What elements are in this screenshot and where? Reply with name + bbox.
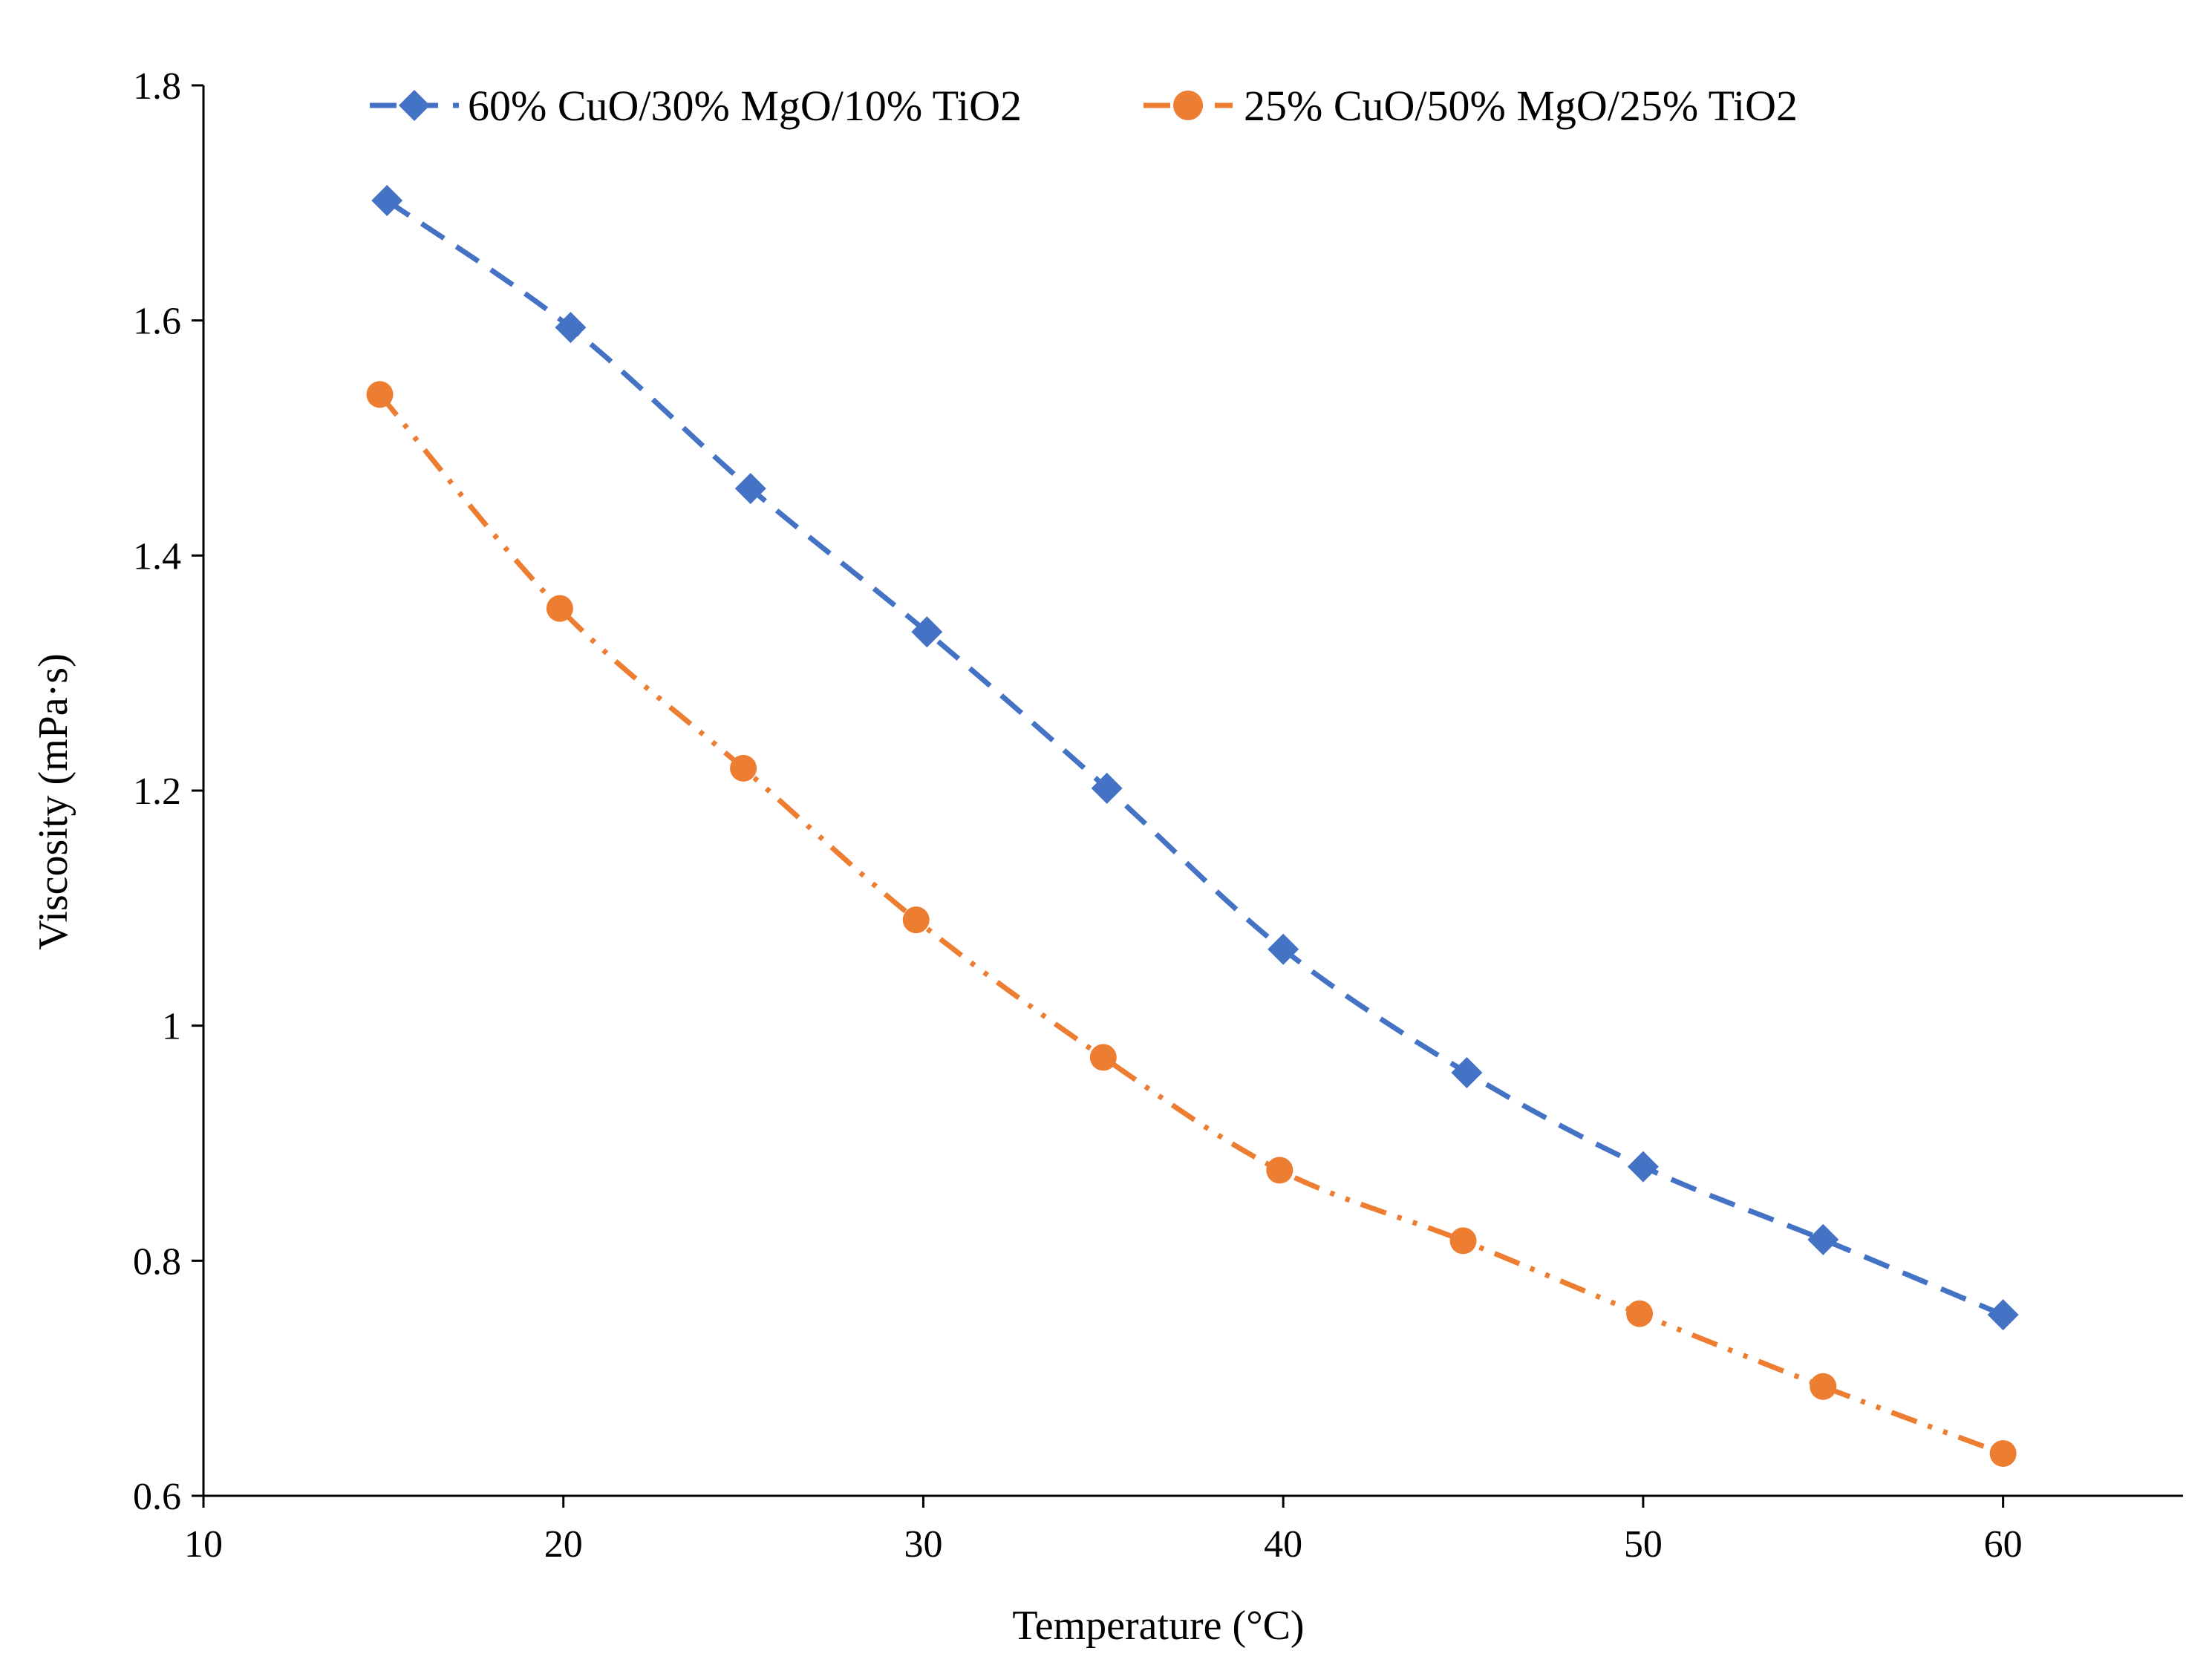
x-tick-label: 50 [1624,1523,1663,1566]
legend-item-2: 25% CuO/50% MgO/25% TiO2 [1143,82,1798,130]
series-2-point [1626,1300,1654,1327]
legend-swatch-marker [1173,91,1203,120]
series-1-point [1807,1223,1839,1255]
legend: 60% CuO/30% MgO/10% TiO2 25% CuO/50% MgO/… [370,82,1798,130]
series-2-point [546,595,573,622]
legend-label: 25% CuO/50% MgO/25% TiO2 [1244,82,1798,130]
series-2 [366,381,2017,1467]
series-1-point [1627,1151,1659,1183]
series-2-point [366,381,394,408]
series-1-point [911,616,943,648]
x-axis-title: Temperature (°C) [1012,1603,1304,1649]
series-1 [371,185,2019,1331]
plot-area [366,185,2019,1467]
series-1-point [1987,1299,2019,1331]
series-2-line [377,393,2004,1456]
series-1-point [555,312,587,344]
series-1-point [734,473,766,505]
y-tick-label: 0.6 [133,1476,181,1518]
y-tick-label: 1.8 [133,65,181,108]
y-tick-label: 1.2 [133,771,181,813]
series-2-point [730,754,757,782]
legend-label: 60% CuO/30% MgO/10% TiO2 [468,82,1022,130]
series-1-point [1451,1057,1483,1088]
x-tick-label: 60 [1984,1523,2023,1566]
series-1-point [1091,772,1123,804]
y-tick-label: 1 [162,1006,181,1048]
legend-swatch-marker [399,90,430,121]
series-2-point [1449,1227,1477,1255]
y-tick-label: 1.6 [133,301,181,343]
series-2-point [1810,1373,1837,1400]
series-1-point [1268,933,1299,965]
x-tick-label: 30 [904,1523,942,1566]
y-tick-label: 0.8 [133,1240,181,1283]
x-tick-label: 10 [184,1523,223,1566]
series-2-point [1089,1044,1117,1071]
x-tick-label: 20 [544,1523,583,1566]
series-2-point [1266,1157,1293,1184]
series-2-point [902,906,930,934]
y-axis-title: Viscosity (mPa·s) [30,653,76,950]
series-2-point [1989,1440,2017,1467]
legend-item-1: 60% CuO/30% MgO/10% TiO2 [370,82,1022,130]
x-tick-label: 40 [1264,1523,1302,1566]
series-1-point [371,185,403,217]
y-tick-label: 1.4 [133,535,181,578]
axes: 0.6 0.8 1 1.2 1.4 1.6 1.8 10 20 30 40 50 60 [133,65,2183,1566]
series-1-line [385,198,2004,1318]
